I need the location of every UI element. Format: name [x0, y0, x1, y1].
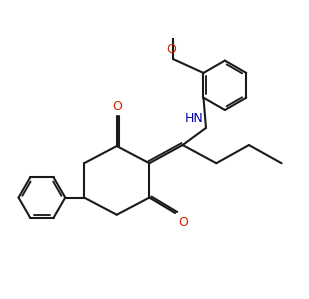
Text: O: O: [178, 216, 188, 229]
Text: O: O: [112, 100, 122, 113]
Text: O: O: [167, 43, 177, 57]
Text: HN: HN: [184, 112, 203, 125]
